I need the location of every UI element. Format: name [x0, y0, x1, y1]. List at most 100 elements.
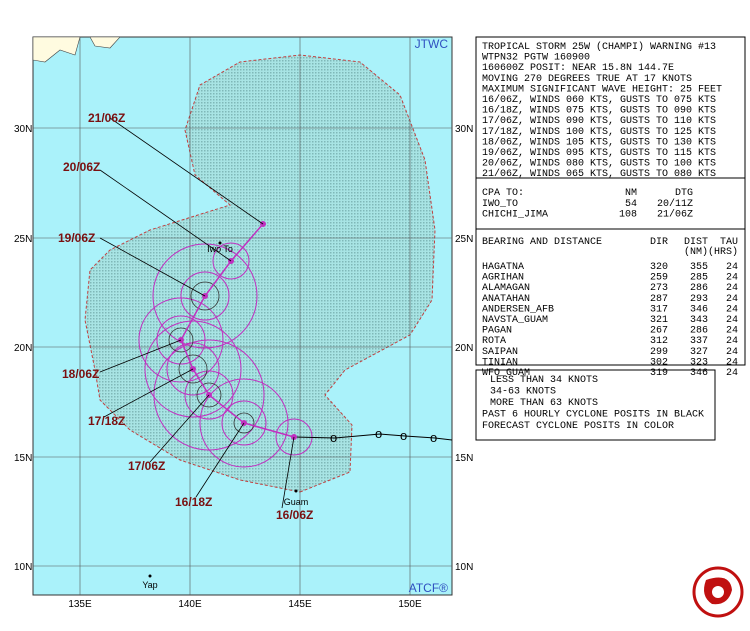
bearing-header: DIR [650, 237, 668, 248]
bearing-header: TAU [720, 237, 738, 248]
bearing-cell: 286 [690, 283, 708, 294]
bearing-cell: 24 [726, 357, 738, 368]
bearing-cell: AGRIHAN [482, 273, 524, 284]
land [33, 37, 121, 63]
bearing-cell: 323 [690, 357, 708, 368]
bearing-cell: 24 [726, 283, 738, 294]
bearing-cell: HAGATNA [482, 262, 524, 273]
bearing-subheader: (HRS) [708, 246, 738, 258]
lat-label: 15N [455, 453, 473, 464]
lat-label: 10N [455, 562, 473, 573]
forecast-label: 21/06Z [88, 111, 125, 125]
bearing-cell: 24 [726, 326, 738, 337]
svg-text:o: o [400, 428, 407, 443]
bearing-header: BEARING AND DISTANCE [482, 237, 602, 248]
legend-line: 34-63 KNOTS [490, 387, 556, 398]
cpa-header: DTG [675, 188, 693, 199]
bearing-cell: 320 [650, 262, 668, 273]
warning-line: MOVING 270 DEGREES TRUE AT 17 KNOTS [482, 74, 692, 85]
warning-line: TROPICAL STORM 25W (CHAMPI) WARNING #13 [482, 41, 716, 53]
bearing-cell: 293 [690, 294, 708, 305]
bearing-cell: 24 [726, 273, 738, 284]
svg-text:o: o [330, 430, 337, 445]
lon-label: 135E [68, 599, 92, 610]
bearing-cell: 285 [690, 273, 708, 284]
label-leaders [99, 117, 295, 509]
bearing-cell: WFO_GUAM [482, 368, 530, 379]
warning-line: 21/06Z, WINDS 065 KTS, GUSTS TO 080 KTS [482, 168, 716, 180]
bearing-cell: 24 [726, 368, 738, 379]
legend-line: MORE THAN 63 KNOTS [490, 398, 598, 409]
lat-label: 30N [14, 124, 32, 135]
lat-label: 10N [14, 562, 32, 573]
bearing-cell: 319 [650, 368, 668, 379]
lat-label: 30N [455, 124, 473, 135]
warning-box [475, 36, 746, 366]
cpa-cell: 108 [619, 210, 637, 221]
bearing-cell: TINIAN [482, 357, 518, 368]
bearing-cell: 259 [650, 273, 668, 284]
lat-label: 15N [14, 453, 32, 464]
bearing-cell: NAVSTA_GUAM [482, 315, 548, 326]
warning-line: 16/18Z, WINDS 075 KTS, GUSTS TO 090 KTS [482, 105, 716, 117]
svg-text:o: o [430, 430, 437, 445]
warning-line: 20/06Z, WINDS 080 KTS, GUSTS TO 100 KTS [482, 158, 716, 170]
warning-line: 17/18Z, WINDS 100 KTS, GUSTS TO 125 KTS [482, 126, 716, 138]
warning-line: 17/06Z, WINDS 090 KTS, GUSTS TO 110 KTS [482, 115, 716, 127]
bearing-header: DIST [684, 237, 708, 248]
bearing-cell: 24 [726, 294, 738, 305]
bearing-cell: 24 [726, 304, 738, 315]
bearing-cell: PAGAN [482, 326, 512, 337]
svg-text:o: o [375, 426, 382, 441]
brand: JTWC [415, 37, 449, 51]
bearing-cell: 24 [726, 315, 738, 326]
legend-line: FORECAST CYCLONE POSITS IN COLOR [482, 421, 674, 432]
bearing-cell: 273 [650, 283, 668, 294]
bearing-cell: 327 [690, 347, 708, 358]
forecast-label: 19/06Z [58, 231, 95, 245]
bearing-cell: 24 [726, 336, 738, 347]
wind-radii [138, 242, 313, 468]
place-label: Guam [284, 497, 309, 507]
danger-area [84, 54, 436, 493]
warning-line: 18/06Z, WINDS 105 KTS, GUSTS TO 130 KTS [482, 136, 716, 148]
bearing-cell: SAIPAN [482, 347, 518, 358]
bearing-cell: 24 [726, 262, 738, 273]
bearing-cell: ANATAHAN [482, 294, 530, 305]
islands [148, 241, 298, 578]
place-label: Yap [142, 580, 157, 590]
bearing-cell: 355 [690, 262, 708, 273]
cpa-header: NM [625, 188, 637, 199]
bearing-subheader: (NM) [684, 246, 708, 258]
warning-line: 16/06Z, WINDS 060 KTS, GUSTS TO 075 KTS [482, 94, 716, 106]
bearing-cell: 337 [690, 336, 708, 347]
bearing-cell: 321 [650, 315, 668, 326]
cpa-cell: 54 [625, 199, 637, 210]
bearing-cell: 317 [650, 304, 668, 315]
forecast-track [180, 223, 295, 438]
lon-label: 145E [288, 599, 312, 610]
graticule [33, 37, 452, 595]
cpa-header: CPA TO: [482, 188, 524, 199]
forecast-label: 16/18Z [175, 495, 212, 509]
place-label: Iwo To [207, 244, 233, 254]
bearing-cell: 299 [650, 347, 668, 358]
bearing-cell: 267 [650, 326, 668, 337]
warning-line: MAXIMUM SIGNIFICANT WAVE HEIGHT: 25 FEET [482, 84, 722, 95]
lat-label: 25N [14, 234, 32, 245]
forecast-label: 20/06Z [63, 160, 100, 174]
warning-line: WTPN32 PGTW 160900 [482, 53, 590, 64]
cpa-cell: 20/11Z [657, 198, 693, 210]
cpa-cell: CHICHI_JIMA [482, 210, 548, 221]
agency-logo [692, 566, 744, 618]
forecast-label: 18/06Z [62, 367, 99, 381]
warning-line: 160600Z POSIT: NEAR 15.8N 144.7E [482, 63, 674, 74]
legend-line: PAST 6 HOURLY CYCLONE POSITS IN BLACK [482, 410, 704, 421]
bearing-cell: ALAMAGAN [482, 283, 530, 294]
warning-line: 19/06Z, WINDS 095 KTS, GUSTS TO 115 KTS [482, 147, 716, 159]
lon-label: 140E [178, 599, 202, 610]
